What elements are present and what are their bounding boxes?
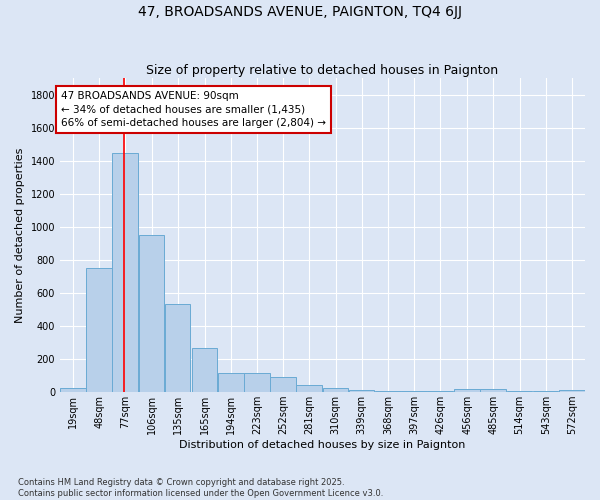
Bar bbox=[296, 384, 322, 392]
Bar bbox=[86, 268, 112, 392]
Bar bbox=[192, 348, 217, 392]
Text: Contains HM Land Registry data © Crown copyright and database right 2025.
Contai: Contains HM Land Registry data © Crown c… bbox=[18, 478, 383, 498]
Title: Size of property relative to detached houses in Paignton: Size of property relative to detached ho… bbox=[146, 64, 499, 77]
Bar bbox=[218, 373, 244, 392]
Bar bbox=[112, 152, 138, 392]
Bar bbox=[244, 373, 270, 392]
Text: 47 BROADSANDS AVENUE: 90sqm
← 34% of detached houses are smaller (1,435)
66% of : 47 BROADSANDS AVENUE: 90sqm ← 34% of det… bbox=[61, 92, 326, 128]
Bar bbox=[559, 390, 584, 392]
Bar bbox=[349, 390, 374, 392]
Bar bbox=[481, 389, 506, 392]
Bar bbox=[323, 388, 348, 392]
Y-axis label: Number of detached properties: Number of detached properties bbox=[15, 148, 25, 323]
Bar bbox=[164, 304, 190, 392]
Bar bbox=[270, 378, 296, 392]
Bar bbox=[139, 235, 164, 392]
Bar bbox=[60, 388, 86, 392]
Bar bbox=[454, 389, 480, 392]
X-axis label: Distribution of detached houses by size in Paignton: Distribution of detached houses by size … bbox=[179, 440, 466, 450]
Text: 47, BROADSANDS AVENUE, PAIGNTON, TQ4 6JJ: 47, BROADSANDS AVENUE, PAIGNTON, TQ4 6JJ bbox=[138, 5, 462, 19]
